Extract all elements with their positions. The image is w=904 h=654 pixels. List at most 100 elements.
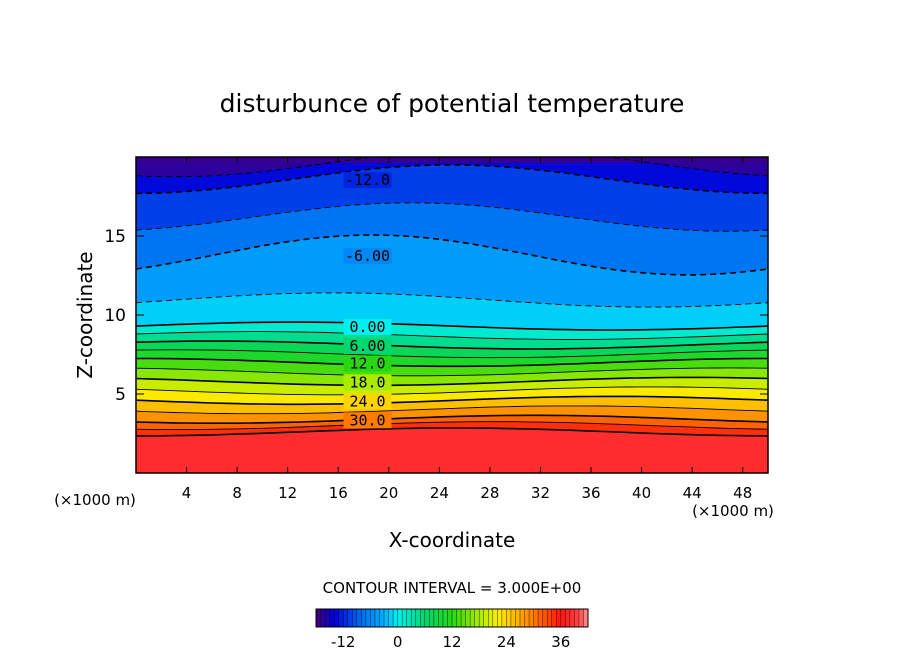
colorbar-cell: [415, 609, 421, 627]
contour-line: [136, 367, 768, 377]
colorbar-cell: [524, 609, 530, 627]
colorbar-cell: [316, 609, 321, 627]
colorbar-cell: [433, 609, 439, 627]
x-unit-left: (×1000 m): [54, 491, 136, 509]
x-axis-ticks: 4 8 12 16 20 24 28 32 36 40 44 48: [182, 157, 752, 502]
colorbar-cell: [547, 609, 553, 627]
contour-label: -12.0: [345, 171, 390, 189]
contour-line: [136, 164, 768, 195]
colorbar-cell: [551, 609, 557, 627]
x-tick-label: 16: [329, 484, 348, 502]
contour-line: [136, 234, 768, 276]
colorbar-cell: [329, 609, 335, 627]
contour-label: 24.0: [349, 392, 385, 410]
colorbar-cell: [420, 609, 426, 627]
colorbar-cell: [483, 609, 489, 627]
contour-label: -6.00: [345, 247, 390, 265]
colorbar-cell: [461, 609, 466, 627]
contour-line: [136, 405, 768, 415]
colorbar-cell: [402, 609, 408, 627]
colorbar: [315, 608, 589, 628]
contour-line: [136, 376, 768, 387]
colorbar-cell: [565, 609, 571, 627]
contour-lines: [136, 157, 768, 437]
contour-line: [136, 321, 768, 331]
y-tick-label: 15: [104, 227, 126, 247]
colorbar-cell: [456, 609, 462, 627]
colorbar-cell: [470, 609, 476, 627]
colorbar-cell: [583, 609, 589, 627]
contour-label: 6.00: [349, 337, 385, 355]
y-tick-label: 5: [115, 385, 126, 405]
contour-line: [136, 357, 768, 368]
colorbar-cell: [556, 609, 562, 627]
colorbar-cell: [515, 609, 521, 627]
x-unit-right: (×1000 m): [692, 502, 774, 520]
colorbar-ticks: -12 0 12 24 36: [331, 633, 570, 651]
x-axis-label: X-coordinate: [389, 528, 516, 552]
contour-label-bg: [343, 374, 392, 391]
contour-label-bg: [343, 393, 392, 410]
colorbar-cell: [488, 609, 494, 627]
y-axis-ticks: 5 10 15: [104, 227, 768, 405]
contour-line: [136, 292, 768, 308]
x-tick-label: 4: [182, 484, 192, 502]
contour-line: [136, 427, 768, 437]
x-tick-label: 24: [430, 484, 449, 502]
x-tick-label: 20: [379, 484, 398, 502]
contour-label: 18.0: [349, 373, 385, 391]
y-tick-label: 10: [104, 306, 126, 326]
colorbar-cell: [520, 609, 525, 627]
contour-line: [136, 157, 768, 178]
colorbar-cell: [538, 609, 544, 627]
colorbar-tick-label: 36: [551, 633, 570, 651]
colorbar-cell: [379, 609, 385, 627]
colorbar-cell: [411, 609, 417, 627]
contour-line: [136, 421, 768, 430]
colorbar-cell: [438, 609, 444, 627]
colorbar-cell: [424, 609, 430, 627]
colorbar-cell: [325, 609, 330, 627]
contour-label-bg: [343, 338, 392, 355]
colorbar-cell: [452, 609, 457, 627]
x-tick-label: 44: [683, 484, 702, 502]
colorbar-cell: [320, 609, 326, 627]
colorbar-tick-label: 12: [442, 633, 461, 651]
colorbar-cell: [338, 609, 344, 627]
contour-label-bg: [343, 355, 392, 372]
colorbar-cell: [442, 609, 448, 627]
colorbar-cell: [388, 609, 394, 627]
contour-label-bg: [343, 412, 392, 429]
contour-line: [136, 331, 768, 340]
colorbar-cell: [479, 609, 485, 627]
x-tick-label: 12: [278, 484, 297, 502]
colorbar-cell: [365, 609, 371, 627]
colorbar-cell: [370, 609, 376, 627]
colorbar-cell: [429, 609, 435, 627]
contour-line: [136, 386, 768, 396]
contour-label: 0.00: [349, 318, 385, 336]
colorbar-cell: [352, 609, 358, 627]
contour-line: [136, 340, 768, 350]
colorbar-cell: [347, 609, 353, 627]
colorbar-cell: [361, 609, 367, 627]
colorbar-cell: [384, 609, 389, 627]
colorbar-cell: [474, 609, 480, 627]
colorbar-cell: [406, 609, 412, 627]
colorbar-cell: [393, 609, 398, 627]
contour-label-bg: [343, 172, 392, 189]
contour-label-bg: [343, 319, 392, 336]
contour-line: [136, 395, 768, 406]
colorbar-cell: [569, 609, 575, 627]
colorbar-cell: [374, 609, 380, 627]
colorbar-cell: [529, 609, 534, 627]
colorbar-cell: [397, 609, 403, 627]
y-axis-label: Z-coordinate: [73, 251, 97, 378]
contour-interval-text: CONTOUR INTERVAL = 3.000E+00: [323, 579, 582, 597]
colorbar-cell: [506, 609, 512, 627]
colorbar-cell: [510, 609, 516, 627]
colorbar-cell: [574, 609, 580, 627]
colorbar-cell: [497, 609, 503, 627]
contour-label-bg: [343, 247, 392, 264]
